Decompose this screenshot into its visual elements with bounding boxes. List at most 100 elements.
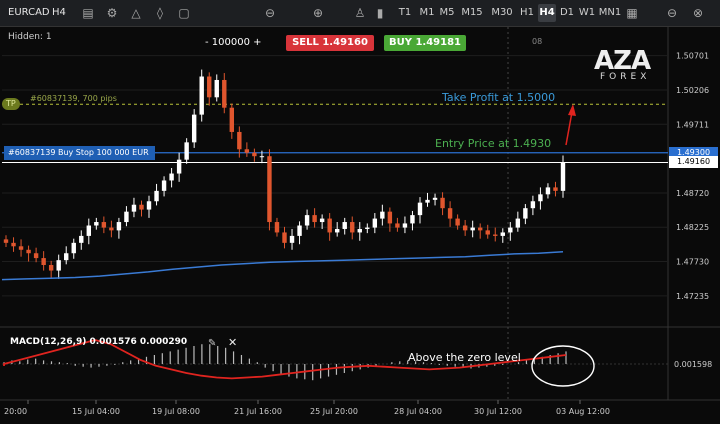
- hidden-count: Hidden: 1: [8, 32, 52, 42]
- edit-indicator-icon[interactable]: ✎: [208, 338, 216, 349]
- candle-body: [222, 79, 227, 108]
- price-tick-label: 1.50206: [676, 86, 709, 95]
- candle-body: [282, 232, 287, 243]
- templates-icon[interactable]: ◊: [157, 6, 163, 20]
- candle-body: [478, 227, 483, 231]
- quantity-field[interactable]: - 100000 +: [205, 37, 262, 48]
- candle-body: [139, 204, 144, 210]
- timeframe-mn1[interactable]: MN1: [598, 7, 622, 18]
- candle-body: [33, 253, 39, 259]
- candle-body: [319, 218, 325, 223]
- crosshair-label: 08: [532, 37, 542, 46]
- candle-body: [124, 211, 129, 223]
- zoom-out-icon[interactable]: ⊖: [264, 6, 276, 20]
- take-profit-arrowhead: [568, 104, 576, 116]
- timeframe-h4[interactable]: H4: [538, 4, 556, 22]
- time-tick-label: 21 Jul 16:00: [234, 407, 282, 416]
- candle-body: [493, 234, 498, 236]
- candle-body: [154, 190, 159, 202]
- buy-button[interactable]: BUY 1.49181: [384, 35, 466, 51]
- remove-indicator-icon[interactable]: ✕: [228, 336, 237, 349]
- price-tick-label: 1.48720: [676, 189, 709, 198]
- price-tick-label: 1.47730: [676, 258, 709, 267]
- candle-body: [71, 242, 76, 254]
- buy-stop-order-tag[interactable]: #60837139 Buy Stop 100 000 EUR: [4, 146, 155, 160]
- take-profit-tag[interactable]: TP: [2, 98, 20, 110]
- candle-body: [553, 187, 558, 191]
- zoom-in-icon[interactable]: ⊕: [312, 6, 324, 20]
- candle-body: [530, 201, 536, 209]
- settings-icon[interactable]: ▢: [178, 6, 190, 20]
- candle-body: [94, 222, 99, 226]
- candle-body: [485, 230, 490, 235]
- timeframe-m1[interactable]: M1: [419, 7, 435, 18]
- candle-body: [523, 208, 528, 219]
- take-profit-order-text: #60837139, 700 pips: [30, 94, 117, 103]
- time-tick-label: 15 Jul 04:00: [72, 407, 120, 416]
- timeframe-m15[interactable]: M15: [461, 7, 483, 18]
- trader-icon[interactable]: ♙: [354, 6, 366, 20]
- price-tick-label: 1.47235: [676, 292, 709, 301]
- candle-body: [440, 197, 445, 209]
- sell-button[interactable]: SELL 1.49160: [286, 35, 374, 51]
- candle-body: [402, 223, 408, 228]
- candle-body: [297, 225, 302, 236]
- order-tag-text: #60837139 Buy Stop 100 000 EUR: [8, 148, 149, 157]
- candle-body: [545, 187, 551, 195]
- chart-options-icon[interactable]: ▦: [626, 6, 638, 20]
- indicators-icon[interactable]: ⚙: [106, 6, 118, 20]
- candle-body: [455, 218, 460, 226]
- candle-body: [289, 235, 295, 243]
- candle-body: [161, 180, 167, 191]
- candle-body: [560, 162, 566, 191]
- chart-type-icon[interactable]: ▤: [82, 6, 94, 20]
- zero-level-annotation: Above the zero level: [408, 351, 521, 364]
- candle-body: [131, 204, 137, 212]
- candle-body: [146, 201, 152, 210]
- macd-indicator-label: MACD(12,26,9) 0.001576 0.000290: [10, 337, 188, 347]
- timeframe-t1[interactable]: T1: [398, 7, 412, 18]
- close-chart-icon[interactable]: ⊗: [692, 6, 704, 20]
- candles-icon[interactable]: ▮: [376, 6, 384, 20]
- timeframe-m5[interactable]: M5: [439, 7, 455, 18]
- candle-body: [342, 222, 347, 229]
- time-tick-label: 03 Aug 12:00: [556, 407, 610, 416]
- minimize-icon[interactable]: ⊖: [666, 6, 678, 20]
- candle-body: [538, 194, 543, 202]
- timeframe-h1[interactable]: H1: [520, 7, 534, 18]
- time-tick-label: 28 Jul 04:00: [394, 407, 442, 416]
- candle-body: [425, 199, 430, 203]
- candle-body: [350, 222, 355, 233]
- candle-body: [372, 218, 378, 228]
- top-toolbar: EURCAD H4 ▤ ⚙ △ ◊ ▢ ⊖ ⊕ ♙ ▮ T1 M1 M5 M15 M30…: [0, 0, 720, 27]
- price-tick-label: 1.50701: [676, 52, 709, 61]
- candle-body: [101, 222, 107, 228]
- timeframe-w1[interactable]: W1: [578, 7, 596, 18]
- candle-body: [380, 211, 385, 219]
- time-tick-label: 19 Jul 08:00: [152, 407, 200, 416]
- timeframe-d1[interactable]: D1: [559, 7, 575, 18]
- zero-level-highlight-circle: [531, 345, 595, 387]
- candle-body: [214, 79, 219, 98]
- candle-body: [3, 239, 9, 243]
- candle-body: [470, 227, 475, 231]
- candle-body: [274, 222, 280, 233]
- candle-body: [252, 152, 257, 157]
- candle-body: [199, 76, 204, 115]
- candle-body: [267, 156, 272, 223]
- candle-body: [259, 156, 265, 158]
- candle-body: [79, 235, 84, 243]
- candle-body: [500, 232, 505, 236]
- candle-body: [26, 249, 31, 254]
- price-tick-label: 1.48225: [676, 223, 709, 232]
- candle-body: [18, 246, 24, 250]
- candle-body: [237, 131, 242, 150]
- timeframe-label[interactable]: H4: [52, 7, 66, 18]
- candle-body: [312, 215, 317, 223]
- timeframe-m30[interactable]: M30: [491, 7, 513, 18]
- candle-body: [191, 114, 197, 143]
- drawing-tools-icon[interactable]: △: [131, 6, 141, 20]
- candle-body: [176, 159, 182, 174]
- symbol-label[interactable]: EURCAD: [8, 7, 50, 18]
